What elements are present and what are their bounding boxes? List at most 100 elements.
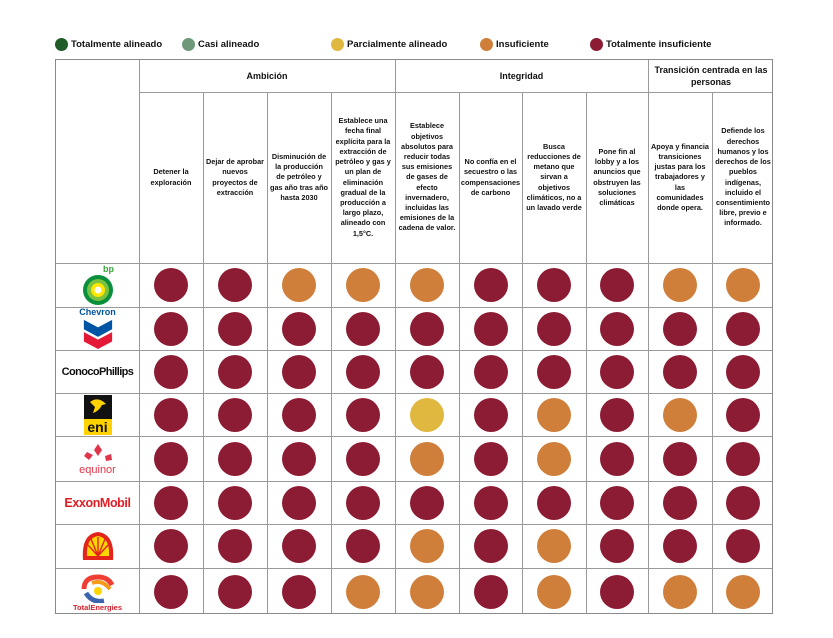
rating-dot-eni-7 [537,397,571,432]
legend-item-ti: Totalmente insuficiente [590,38,711,51]
rating-dot-eni-4 [346,397,380,432]
legend-item-pa: Parcialmente alineado [331,38,447,51]
legend-item-i: Insuficiente [480,38,549,51]
rating-dot-chevron-2 [218,311,252,346]
rating-dot-chevron-8 [600,311,634,346]
rating-dot-shell-5 [410,529,444,563]
company-logo-eni: eni [56,393,139,436]
rating-dot-shell-4 [346,529,380,563]
grid-line [395,60,396,613]
rating-dot-conocophillips-1 [154,354,188,389]
grid-line [56,524,772,525]
grid-line [267,92,268,613]
rating-dot-shell-9 [663,529,697,563]
grid-line [56,568,772,569]
legend-swatch [590,38,603,51]
rating-dot-eni-2 [218,397,252,432]
legend-item-ca: Casi alineado [182,38,259,51]
grid-line [56,263,772,264]
grid-line [712,92,713,613]
rating-dot-bp-7 [537,268,571,302]
rating-dot-totalenergies-2 [218,574,252,609]
rating-dot-totalenergies-9 [663,574,697,609]
company-logo-text: equinor [79,463,116,476]
company-logo-totalenergies: TotalEnergies [56,568,139,615]
legend-label: Totalmente insuficiente [606,39,712,50]
rating-dot-totalenergies-1 [154,574,188,609]
rating-dot-equinor-4 [346,441,380,476]
rating-dot-equinor-7 [537,441,571,476]
rating-dot-bp-3 [282,268,316,302]
rating-dot-conocophillips-7 [537,354,571,389]
group-header-2: Integridad [499,71,544,81]
rating-dot-exxonmobil-6 [473,485,508,520]
grid-line [648,60,649,613]
grid-line [139,92,772,93]
column-header-9: Apoya y financia transiciones justas par… [651,141,709,212]
rating-dot-equinor-6 [473,441,508,476]
rating-dot-bp-9 [663,268,697,302]
rating-dot-conocophillips-10 [726,354,760,389]
rating-dot-shell-7 [537,529,571,563]
column-header-10: Defiende los derechos humanos y los dere… [715,126,771,228]
legend-swatch [55,38,68,51]
grid-line [586,92,587,613]
rating-dot-chevron-1 [154,311,188,346]
rating-dot-eni-6 [473,397,508,432]
column-header-8: Pone fin al lobby y a los anuncios que o… [593,146,641,207]
rating-dot-totalenergies-8 [600,574,634,609]
assessment-table: Ambición Integridad Transición centrada en… [55,59,773,614]
rating-dot-exxonmobil-10 [726,485,760,520]
rating-dot-chevron-4 [346,311,380,346]
rating-dot-equinor-10 [726,441,760,476]
rating-dot-shell-1 [154,529,188,563]
company-logo-text: ConocoPhillips [61,365,134,378]
rating-dot-totalenergies-7 [537,574,571,609]
rating-dot-bp-2 [218,268,252,302]
column-header-1: Detener la exploración [150,167,192,187]
rating-dot-equinor-2 [218,441,252,476]
column-header-6: No confía en el secuestro o las compensa… [460,157,521,197]
rating-dot-eni-5 [410,397,444,432]
rating-dot-equinor-3 [282,441,316,476]
grid-line [56,436,772,437]
grid-line [56,350,772,351]
company-logo-bp: bp [56,263,139,307]
legend-item-ta: Totalmente alineado [55,38,162,51]
rating-dot-chevron-3 [282,311,316,346]
rating-dot-equinor-5 [410,441,444,476]
rating-dot-eni-10 [726,397,760,432]
rating-dot-bp-6 [473,268,508,302]
grid-line [203,92,204,613]
rating-dot-chevron-5 [410,311,444,346]
legend-label: Casi alineado [198,39,260,50]
company-logo-text: Chevron [79,307,116,317]
company-logo-exxonmobil: ExxonMobil [56,481,139,524]
company-logo-equinor: equinor [56,436,139,481]
column-header-2: Dejar de aprobar nuevos proyectos de ext… [206,157,264,197]
bp-helios-icon [82,274,113,305]
eni-dog-icon [83,395,112,435]
column-header-7: Busca reducciones de metano que sirvan a… [526,141,582,212]
rating-dot-eni-8 [600,397,634,432]
grid-line [459,92,460,613]
legend-swatch [182,38,195,51]
rating-dot-totalenergies-10 [726,574,760,609]
rating-dot-eni-3 [282,397,316,432]
legend-label: Insuficiente [496,39,549,50]
grid-line [522,92,523,613]
column-header-5: Establece objetivos absolutos para reduc… [398,121,456,233]
rating-dot-conocophillips-8 [600,354,634,389]
company-logo-text: TotalEnergies [72,603,123,612]
rating-dot-eni-9 [663,397,697,432]
group-header-3: Transición centrada en las personas [654,65,768,87]
rating-dot-totalenergies-4 [346,574,380,609]
company-logo-chevron: Chevron [56,307,139,350]
equinor-star-icon [83,443,112,461]
rating-dot-exxonmobil-7 [537,485,571,520]
rating-dot-shell-10 [726,529,760,563]
rating-dot-shell-2 [218,529,252,563]
column-header-4: Establece una fecha final explícita para… [335,116,391,238]
rating-dot-conocophillips-5 [410,354,444,389]
rating-dot-exxonmobil-5 [410,485,444,520]
